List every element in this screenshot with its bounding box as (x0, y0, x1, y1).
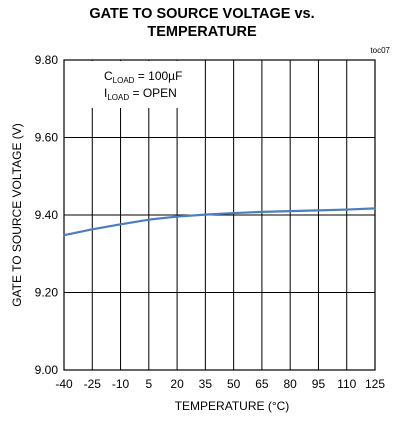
x-tick-label: 125 (365, 377, 385, 391)
y-tick-label: 9.60 (35, 131, 59, 145)
x-tick-label: 95 (312, 377, 326, 391)
cload-sub: LOAD (113, 76, 135, 85)
cload-main: C (104, 69, 113, 83)
cload-rest: = 100µF (134, 69, 182, 83)
annotation-iload: ILOAD = OPEN (104, 86, 177, 102)
chart-title-line1: GATE TO SOURCE VOLTAGE vs. (89, 6, 315, 22)
plot-border (63, 59, 376, 371)
iload-main: I (104, 86, 107, 100)
y-tick-label: 9.80 (35, 53, 59, 67)
series-line (62, 207, 377, 237)
x-tick-label: 35 (199, 377, 213, 391)
tick-labels: -40 -25 -10 5 20 35 50 65 80 95 110 125 9.00 9.20 9.40… (35, 53, 386, 391)
x-tick-label: 50 (227, 377, 241, 391)
y-tick-label: 9.40 (35, 208, 59, 222)
annotation-cload: CLOAD = 100µF (104, 69, 182, 85)
y-axis-label: GATE TO SOURCE VOLTAGE (V) (10, 123, 24, 307)
x-tick-label: -40 (55, 377, 73, 391)
iload-sub: LOAD (107, 93, 129, 102)
chart-title: GATE TO SOURCE VOLTAGE vs. TEMPERATURE (0, 5, 404, 41)
plot-area (62, 207, 377, 237)
x-tick-label: 20 (170, 377, 184, 391)
annotation-box (65, 61, 186, 108)
chart-tag: toc07 (370, 46, 390, 55)
chart-title-line2: TEMPERATURE (147, 24, 257, 40)
x-tick-label: -10 (112, 377, 130, 391)
y-tick-label: 9.20 (35, 286, 59, 300)
x-tick-label: -25 (84, 377, 102, 391)
x-tick-label: 5 (145, 377, 152, 391)
x-tick-label: 110 (337, 377, 356, 391)
iload-rest: = OPEN (129, 86, 177, 100)
grid (63, 59, 376, 371)
x-tick-label: 80 (284, 377, 298, 391)
x-tick-label: 65 (255, 377, 269, 391)
y-tick-label: 9.00 (35, 363, 59, 377)
x-axis-label: TEMPERATURE (°C) (175, 399, 290, 413)
